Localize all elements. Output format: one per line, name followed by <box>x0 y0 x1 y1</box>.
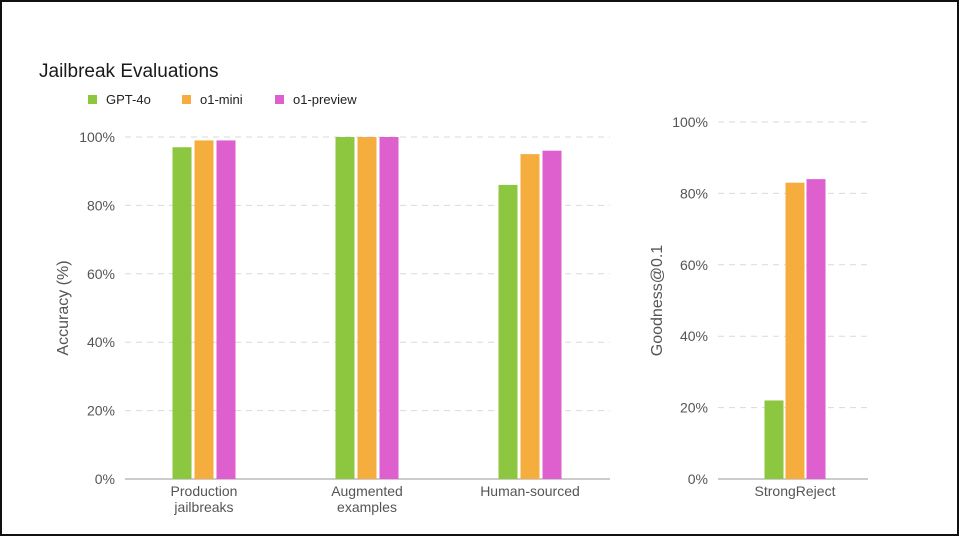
x-category-label: StrongReject <box>755 483 836 499</box>
bar-o1-preview <box>216 140 236 480</box>
y-tick-label: 100% <box>672 114 708 130</box>
bar-o1-mini <box>520 154 540 479</box>
legend-swatch-o1-preview <box>275 95 284 104</box>
bar-o1-mini <box>194 140 214 480</box>
y-tick-label: 0% <box>95 471 115 487</box>
x-category-label: Production <box>171 483 238 499</box>
y-axis-label: Goodness@0.1 <box>649 245 666 357</box>
bar-o1-mini <box>785 182 805 479</box>
legend-swatch-gpt-4o <box>88 95 97 104</box>
y-tick-label: 20% <box>87 403 115 419</box>
x-category-label: Human-sourced <box>480 483 580 499</box>
bar-o1-preview <box>542 150 562 479</box>
bar-o1-preview <box>379 137 399 479</box>
chart-title: Jailbreak Evaluations <box>39 61 219 82</box>
legend-label-o1-mini: o1-mini <box>200 92 243 107</box>
bar-gpt-4o <box>498 184 518 479</box>
y-tick-label: 40% <box>87 334 115 350</box>
y-axis-label: Accuracy (%) <box>55 260 72 355</box>
legend-item-gpt-4o: GPT-4o <box>88 92 151 107</box>
x-category-label: jailbreaks <box>173 499 233 515</box>
y-tick-label: 100% <box>79 129 115 145</box>
y-tick-label: 20% <box>680 400 708 416</box>
y-tick-label: 40% <box>680 328 708 344</box>
x-category-label: examples <box>337 499 397 515</box>
y-tick-label: 0% <box>688 471 708 487</box>
y-tick-label: 80% <box>680 185 708 201</box>
bar-gpt-4o <box>764 400 784 479</box>
bar-o1-preview <box>806 179 826 479</box>
legend-label-o1-preview: o1-preview <box>293 92 357 107</box>
legend-swatch-o1-mini <box>182 95 191 104</box>
bar-gpt-4o <box>172 147 192 479</box>
legend-label-gpt-4o: GPT-4o <box>106 92 151 107</box>
legend-item-o1-preview: o1-preview <box>275 92 357 107</box>
y-tick-label: 60% <box>680 257 708 273</box>
y-tick-label: 60% <box>87 266 115 282</box>
legend-item-o1-mini: o1-mini <box>182 92 243 107</box>
y-tick-label: 80% <box>87 197 115 213</box>
x-category-label: Augmented <box>331 483 403 499</box>
bar-o1-mini <box>357 137 377 479</box>
bar-gpt-4o <box>335 137 355 479</box>
